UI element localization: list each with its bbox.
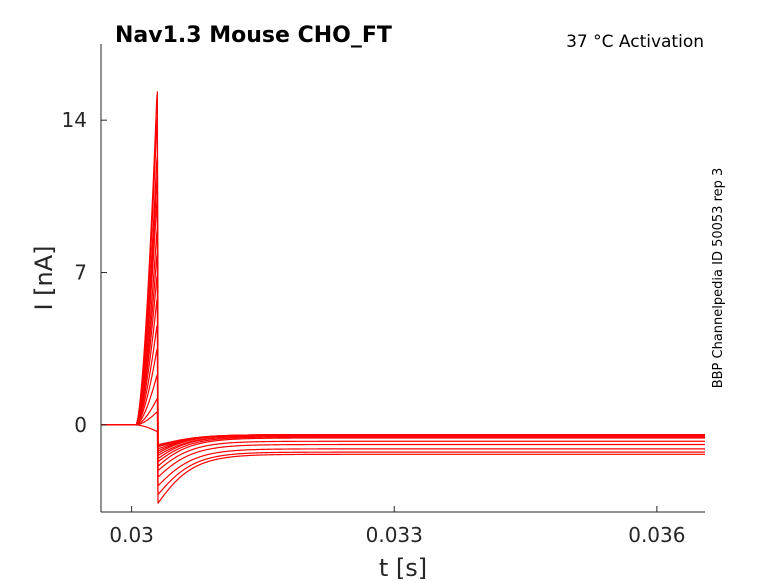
- side-note: BBP Channelpedia ID 50053 rep 3: [711, 168, 726, 389]
- x-tick-label: 0.033: [366, 523, 423, 547]
- traces: [101, 91, 705, 504]
- chart-title: Nav1.3 Mouse CHO_FT: [115, 23, 392, 48]
- current-trace: [101, 324, 705, 467]
- current-trace: [101, 411, 705, 496]
- y-ticks: 0 7 14: [62, 108, 107, 437]
- x-ticks: 0.03 0.033 0.036: [109, 506, 685, 547]
- current-trace: [101, 197, 705, 452]
- y-tick-label: 7: [74, 261, 87, 285]
- y-axis-label: I [nA]: [30, 245, 58, 310]
- current-trace: [101, 117, 705, 447]
- x-axis-label: t [s]: [379, 554, 427, 582]
- current-trace: [101, 298, 705, 463]
- x-tick-label: 0.03: [109, 523, 154, 547]
- current-trace: [101, 228, 705, 454]
- current-trace: [101, 154, 705, 448]
- current-trace: [101, 398, 705, 487]
- chart-subtitle: 37 °C Activation: [566, 32, 704, 52]
- current-trace: [101, 176, 705, 450]
- current-trace: [101, 374, 705, 478]
- y-tick-label: 14: [62, 108, 87, 132]
- x-tick-label: 0.036: [628, 523, 685, 547]
- y-tick-label: 0: [74, 413, 87, 437]
- current-trace: [101, 91, 705, 446]
- current-trace: [101, 252, 705, 456]
- current-trace: [101, 274, 705, 460]
- current-trace: [101, 348, 705, 472]
- current-trace: [101, 424, 705, 504]
